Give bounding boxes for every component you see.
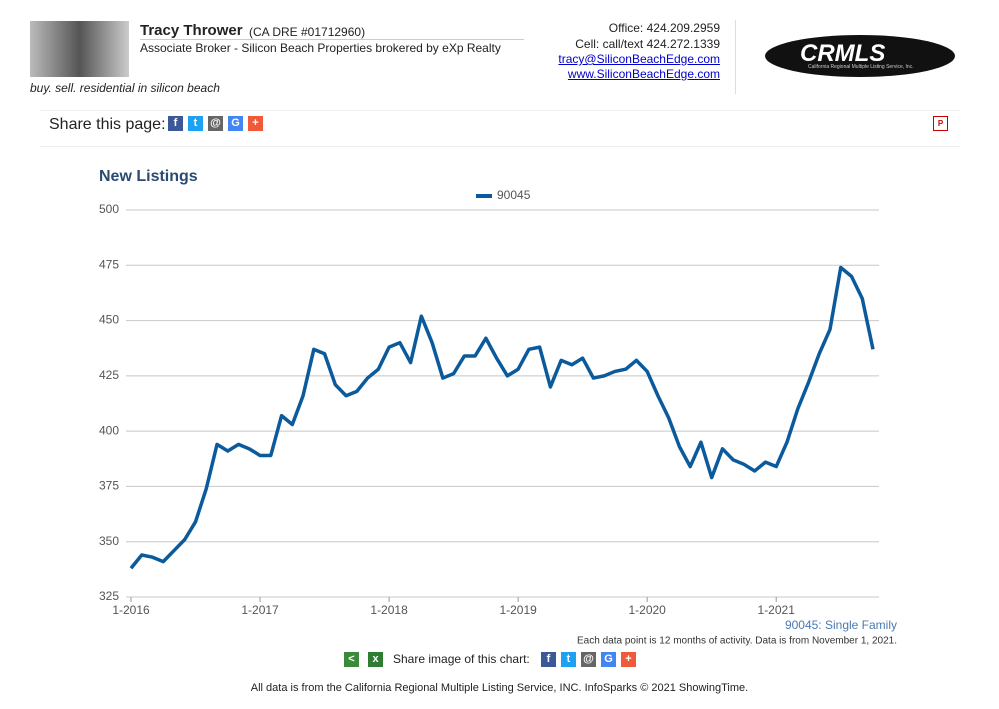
- logo: [765, 35, 955, 77]
- y-tick-label: 400: [99, 423, 119, 437]
- x-tick-label: 1-2021: [758, 603, 796, 617]
- logo-subtitle: California Regional Multiple Listing Ser…: [808, 64, 914, 70]
- role: Associate Broker - Silicon Beach Propert…: [140, 41, 501, 55]
- y-tick-label: 475: [99, 257, 119, 271]
- legend-label: 90045: [497, 188, 531, 202]
- facebook-icon[interactable]: f: [541, 652, 556, 667]
- email-link[interactable]: tracy@SiliconBeachEdge.com: [558, 52, 720, 66]
- series-line: [129, 265, 875, 570]
- share-label: Share this page:: [49, 116, 166, 133]
- divider: [735, 20, 736, 94]
- cell: Cell: call/text 424.272.1339: [575, 37, 720, 51]
- divider: [140, 39, 524, 40]
- google-icon[interactable]: G: [228, 116, 243, 131]
- x-tick-label: 1-2020: [628, 603, 666, 617]
- x-tick-label: 1-2019: [499, 603, 537, 617]
- more-icon[interactable]: +: [248, 116, 263, 131]
- website-link[interactable]: www.SiliconBeachEdge.com: [567, 67, 720, 81]
- chart-note: Each data point is 12 months of activity…: [577, 636, 897, 647]
- x-tick-label: 1-2017: [241, 603, 279, 617]
- chart-annotation: 90045: Single Family: [785, 618, 897, 632]
- y-tick-label: 375: [99, 479, 119, 493]
- photo: [30, 21, 129, 77]
- y-tick-label: 450: [99, 313, 119, 327]
- y-tick-label: 425: [99, 368, 119, 382]
- excel-icon[interactable]: x: [368, 652, 383, 667]
- twitter-icon[interactable]: t: [188, 116, 203, 131]
- more-icon[interactable]: +: [621, 652, 636, 667]
- facebook-icon[interactable]: f: [168, 116, 183, 131]
- email-icon[interactable]: @: [581, 652, 596, 667]
- twitter-icon[interactable]: t: [561, 652, 576, 667]
- divider: [40, 110, 960, 111]
- y-tick-label: 325: [99, 589, 119, 603]
- tagline: buy. sell. residential in silicon beach: [30, 81, 220, 95]
- share-image-label: Share image of this chart:: [393, 652, 530, 666]
- x-tick-label: 1-2018: [370, 603, 408, 617]
- chart-title: New Listings: [99, 168, 198, 185]
- divider: [40, 146, 960, 147]
- x-tick-label: 1-2016: [112, 603, 150, 617]
- office: Office: 424.209.2959: [608, 21, 720, 35]
- y-tick-label: 350: [99, 534, 119, 548]
- share-icon[interactable]: <: [344, 652, 359, 667]
- google-icon[interactable]: G: [601, 652, 616, 667]
- y-tick-label: 500: [99, 202, 119, 216]
- footer: All data is from the California Regional…: [250, 682, 749, 694]
- email-icon[interactable]: @: [208, 116, 223, 131]
- pdf-icon[interactable]: P: [933, 116, 948, 131]
- logo-text: CRMLS: [800, 40, 886, 67]
- agent-name: Tracy Thrower: [140, 22, 243, 39]
- license: (CA DRE #01712960): [249, 25, 366, 39]
